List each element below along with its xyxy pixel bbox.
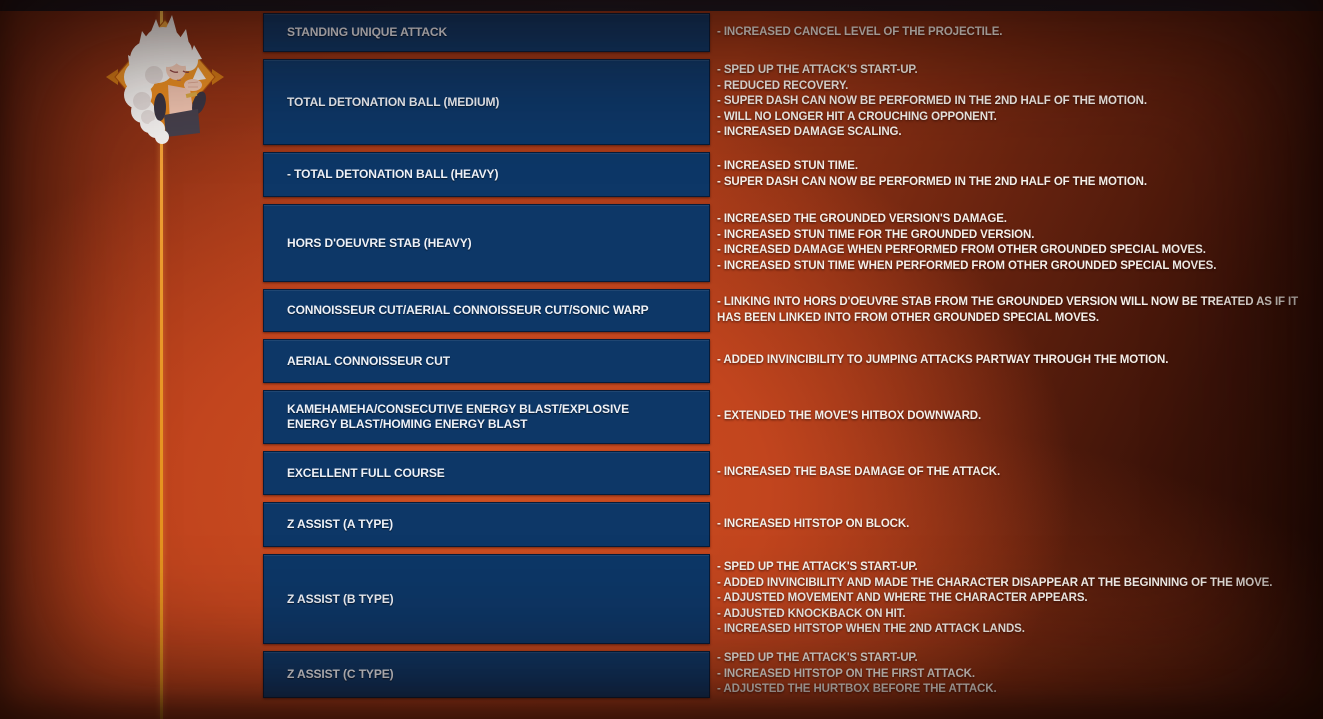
character-portrait-diamond-icon (106, 15, 224, 144)
move-name: CONNOISSEUR CUT/AERIAL CONNOISSEUR CUT/S… (287, 303, 649, 317)
move-changes: - LINKING INTO HORS D'OEUVRE STAB FROM T… (717, 296, 1299, 324)
top-letterbox-bar (0, 0, 1323, 11)
move-name: Z ASSIST (C TYPE) (287, 666, 394, 681)
move-name: AERIAL CONNOISSEUR CUT (287, 353, 450, 368)
patch-note-row: HORS D'OEUVRE STAB (HEAVY) - INCREASED T… (263, 204, 1305, 282)
patch-note-row: - TOTAL DETONATION BALL (HEAVY) - INCREA… (263, 152, 1305, 197)
move-name-box: Z ASSIST (C TYPE) (263, 651, 710, 698)
move-name: Z ASSIST (B TYPE) (287, 591, 394, 606)
move-changes: - INCREASED THE GROUNDED VERSION'S DAMAG… (717, 213, 1217, 272)
patch-note-row: Z ASSIST (B TYPE) - SPED UP THE ATTACK'S… (263, 554, 1305, 644)
patch-note-row: CONNOISSEUR CUT/AERIAL CONNOISSEUR CUT/S… (263, 289, 1305, 332)
move-changes: - EXTENDED THE MOVE'S HITBOX DOWNWARD. (717, 410, 982, 423)
move-name-box: - TOTAL DETONATION BALL (HEAVY) (263, 152, 710, 197)
patch-note-row: TOTAL DETONATION BALL (MEDIUM) - SPED UP… (263, 59, 1305, 145)
patch-note-row: STANDING UNIQUE ATTACK - INCREASED CANCE… (263, 13, 1305, 52)
move-changes: - INCREASED CANCEL LEVEL OF THE PROJECTI… (717, 25, 1003, 38)
move-changes: - INCREASED STUN TIME. - SUPER DASH CAN … (717, 160, 1147, 188)
move-name: STANDING UNIQUE ATTACK (287, 25, 448, 39)
move-changes: - INCREASED HITSTOP ON BLOCK. (717, 517, 910, 530)
patch-note-row: AERIAL CONNOISSEUR CUT - ADDED INVINCIBI… (263, 339, 1305, 383)
patch-note-row: Z ASSIST (A TYPE) - INCREASED HITSTOP ON… (263, 502, 1305, 547)
patch-note-row: KAMEHAMEHA/CONSECUTIVE ENERGY BLAST/EXPL… (263, 390, 1305, 444)
move-changes: - SPED UP THE ATTACK'S START-UP. - INCRE… (717, 652, 997, 695)
move-name-box: HORS D'OEUVRE STAB (HEAVY) (263, 204, 710, 282)
move-name: - TOTAL DETONATION BALL (HEAVY) (287, 167, 499, 181)
move-name-box: STANDING UNIQUE ATTACK (263, 13, 710, 52)
move-name-box: EXCELLENT FULL COURSE (263, 451, 710, 495)
move-name: Z ASSIST (A TYPE) (287, 517, 394, 531)
move-name: EXCELLENT FULL COURSE (287, 465, 445, 480)
move-changes: - INCREASED THE BASE DAMAGE OF THE ATTAC… (717, 466, 1001, 479)
move-name-box: Z ASSIST (B TYPE) (263, 554, 710, 644)
move-name-box: AERIAL CONNOISSEUR CUT (263, 339, 710, 383)
move-name: HORS D'OEUVRE STAB (HEAVY) (287, 235, 472, 250)
move-changes: - SPED UP THE ATTACK'S START-UP. - ADDED… (717, 561, 1273, 636)
move-name: TOTAL DETONATION BALL (MEDIUM) (287, 94, 500, 109)
move-changes: - ADDED INVINCIBILITY TO JUMPING ATTACKS… (717, 354, 1169, 367)
move-changes: - SPED UP THE ATTACK'S START-UP. - REDUC… (717, 64, 1147, 139)
move-name-box: Z ASSIST (A TYPE) (263, 502, 710, 547)
patch-note-row: EXCELLENT FULL COURSE - INCREASED THE BA… (263, 451, 1305, 495)
move-name: KAMEHAMEHA/CONSECUTIVE ENERGY BLAST/EXPL… (287, 402, 629, 431)
android-21-portrait (98, 5, 228, 150)
vertical-accent-line (160, 10, 163, 719)
move-name-box: KAMEHAMEHA/CONSECUTIVE ENERGY BLAST/EXPL… (263, 390, 710, 444)
patch-note-row: Z ASSIST (C TYPE) - SPED UP THE ATTACK'S… (263, 651, 1305, 698)
patch-notes-list: STANDING UNIQUE ATTACK - INCREASED CANCE… (263, 13, 1305, 698)
move-name-box: CONNOISSEUR CUT/AERIAL CONNOISSEUR CUT/S… (263, 289, 710, 332)
move-name-box: TOTAL DETONATION BALL (MEDIUM) (263, 59, 710, 145)
